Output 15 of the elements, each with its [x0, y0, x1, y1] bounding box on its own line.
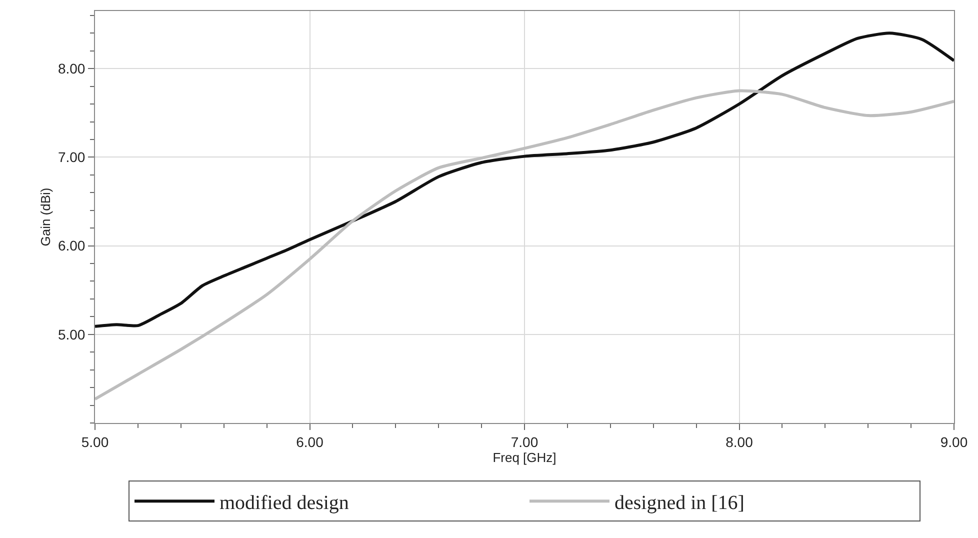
legend-label: designed in [16]	[614, 492, 744, 514]
x-axis-title: Freq [GHz]	[492, 450, 556, 465]
y-tick-label: 6.00	[58, 238, 86, 254]
y-tick-label: 5.00	[58, 326, 86, 342]
line-series	[95, 32, 954, 328]
y-tick-label: 8.00	[58, 60, 86, 76]
line-series	[95, 89, 954, 401]
x-tick-label: 8.00	[726, 434, 754, 450]
legend-label: modified design	[220, 492, 349, 514]
x-tick-label: 6.00	[296, 434, 324, 450]
x-tick-label: 9.00	[940, 434, 968, 450]
y-tick-label: 7.00	[58, 149, 86, 166]
y-axis-title: Gain (dBi)	[38, 188, 53, 246]
x-tick-label: 5.00	[81, 434, 109, 450]
x-tick-label: 7.00	[510, 434, 538, 450]
